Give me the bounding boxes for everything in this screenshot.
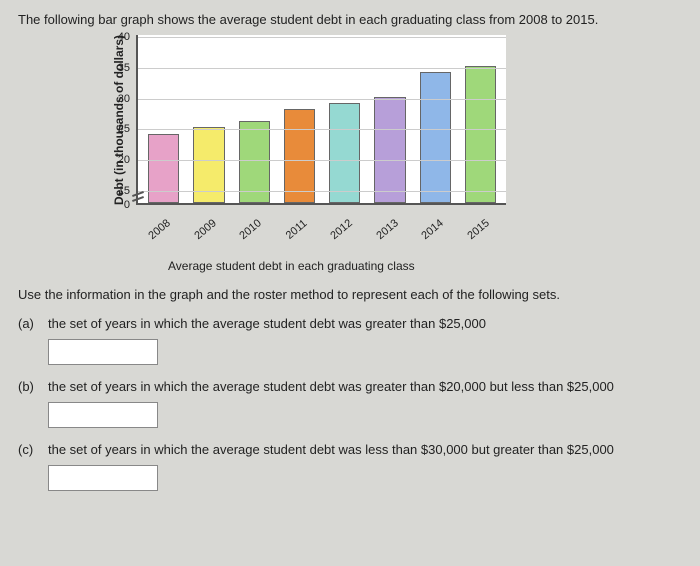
x-axis-ticks: 20082009201020112012201320142015 [130,209,500,237]
x-tick: 2015 [462,215,494,244]
question-b: (b) the set of years in which the averag… [18,379,682,428]
y-tick: 40 [118,31,130,43]
bar-2013 [374,97,405,203]
x-tick: 2012 [326,215,358,244]
y-tick: 30 [118,93,130,105]
question-c-amount1: $30,000 [421,442,468,457]
y-tick: 20 [118,154,130,166]
y-tick: 0 [124,199,130,211]
question-b-text-pre: the set of years in which the average st… [48,379,439,394]
question-a-label: (a) [18,316,40,331]
x-axis-label: Average student debt in each graduating … [168,259,682,273]
gridline [138,68,506,69]
question-c-label: (c) [18,442,40,457]
x-tick: 2011 [280,215,312,244]
x-tick: 2008 [144,215,176,244]
plot-area [136,35,506,205]
answer-input-c[interactable] [48,465,158,491]
question-b-amount1: $20,000 [439,379,486,394]
bars-container [138,35,506,203]
x-tick: 2010 [235,215,267,244]
x-axis-row: 20082009201020112012201320142015 [130,209,682,237]
bar-2014 [420,72,451,203]
chart: Debt (in thousands of dollars) 015202530… [108,35,568,205]
question-a-text: the set of years in which the average st… [48,316,439,331]
question-b-mid: but less than [486,379,567,394]
axis-break-icon [132,191,144,201]
question-b-amount2: $25,000 [567,379,614,394]
question-c-text-pre: the set of years in which the average st… [48,442,421,457]
question-c: (c) the set of years in which the averag… [18,442,682,491]
bar-2015 [465,66,496,203]
question-b-label: (b) [18,379,40,394]
y-axis-label-wrap: Debt (in thousands of dollars) [108,35,130,205]
instruction-text: Use the information in the graph and the… [18,287,682,302]
question-c-mid: but greater than [468,442,567,457]
x-tick: 2009 [189,215,221,244]
bar-2011 [284,109,315,203]
y-tick: 15 [118,185,130,197]
y-axis-label: Debt (in thousands of dollars) [112,35,126,205]
x-tick: 2013 [371,215,403,244]
bar-2008 [148,134,179,203]
gridline [138,160,506,161]
gridline [138,191,506,192]
intro-text: The following bar graph shows the averag… [18,12,682,27]
bar-2012 [329,103,360,203]
gridline [138,99,506,100]
gridline [138,37,506,38]
answer-input-b[interactable] [48,402,158,428]
answer-input-a[interactable] [48,339,158,365]
question-a: (a) the set of years in which the averag… [18,316,682,365]
question-a-amount: $25,000 [439,316,486,331]
y-tick: 25 [118,123,130,135]
question-c-amount2: $25,000 [567,442,614,457]
x-tick: 2014 [417,215,449,244]
y-tick: 35 [118,62,130,74]
gridline [138,129,506,130]
